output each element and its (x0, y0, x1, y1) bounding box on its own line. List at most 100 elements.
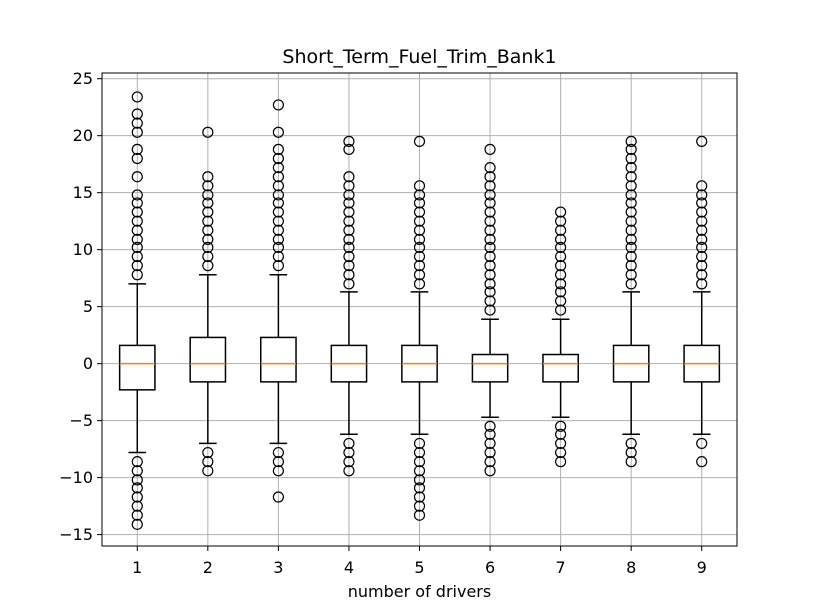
outlier-point (413, 491, 426, 503)
outlier-point (343, 250, 355, 263)
outlier-point (131, 500, 143, 512)
outlier-point (555, 304, 567, 316)
outlier-point (555, 286, 567, 298)
outlier-point (625, 197, 637, 209)
outlier-point (343, 446, 355, 459)
outlier-point (484, 295, 496, 307)
outlier-point (272, 250, 284, 263)
outlier-point (413, 456, 426, 468)
outlier-point (272, 465, 284, 477)
outlier-point (131, 491, 143, 503)
box-1 (118, 91, 156, 530)
outlier-point (696, 224, 708, 236)
outlier-point (413, 278, 426, 290)
outlier-point (555, 437, 567, 450)
outlier-point (343, 180, 355, 192)
outlier-point (484, 260, 496, 272)
outlier-point (413, 197, 426, 209)
outlier-point (555, 420, 567, 432)
outlier-point (484, 465, 496, 477)
outlier-point (131, 482, 143, 494)
outlier-point (413, 206, 426, 218)
outlier-point (131, 474, 143, 486)
box-2 (189, 126, 227, 477)
outlier-point (625, 233, 637, 246)
outlier-point (555, 278, 567, 290)
outlier-point (272, 152, 284, 165)
outlier-point (696, 250, 708, 263)
outlier-point (484, 180, 496, 192)
x-tick-label: 3 (273, 558, 283, 577)
outlier-point (625, 437, 637, 450)
outlier-point (484, 171, 496, 183)
outlier-point (555, 456, 567, 468)
x-tick-label: 9 (697, 558, 707, 577)
outlier-point (131, 143, 143, 155)
outlier-point (131, 233, 143, 246)
outlier-point (555, 428, 567, 440)
outlier-point (696, 260, 708, 272)
y-tick-label: −15 (59, 525, 93, 544)
x-tick-label: 4 (344, 558, 354, 577)
outlier-point (413, 482, 426, 494)
outlier-point (625, 456, 637, 468)
outlier-point (272, 197, 284, 209)
outlier-point (413, 215, 426, 227)
box-5 (401, 135, 438, 521)
y-tick-label: 20 (73, 126, 93, 145)
outlier-point (413, 500, 426, 512)
outlier-point (696, 197, 708, 209)
outlier-point (272, 126, 284, 138)
x-tick-label: 1 (132, 558, 142, 577)
outlier-point (343, 224, 355, 236)
y-tick-label: 5 (83, 297, 93, 316)
outlier-point (272, 446, 284, 459)
outlier-point (343, 206, 355, 218)
outlier-point (484, 437, 496, 450)
outlier-point (343, 171, 355, 183)
outlier-point (625, 135, 637, 147)
outlier-point (625, 241, 637, 253)
outlier-point (413, 446, 426, 459)
outlier-point (272, 143, 284, 155)
outlier-point (272, 491, 284, 503)
outlier-point (272, 260, 284, 272)
box-4 (330, 135, 368, 477)
outlier-point (625, 446, 637, 459)
outlier-point (484, 286, 496, 298)
outlier-point (484, 304, 496, 316)
outlier-point (202, 465, 214, 477)
iqr-box (260, 336, 297, 383)
outlier-point (696, 135, 708, 147)
outlier-point (131, 465, 143, 477)
outlier-point (131, 250, 143, 263)
outlier-point (484, 233, 496, 246)
outlier-point (202, 206, 214, 218)
outlier-point (555, 269, 567, 281)
outlier-point (202, 197, 214, 209)
outlier-point (202, 171, 214, 183)
outlier-point (343, 465, 355, 477)
outlier-point (131, 91, 143, 103)
outlier-point (272, 99, 284, 111)
outlier-point (202, 215, 214, 227)
outlier-point (625, 215, 637, 227)
outlier-point (131, 189, 143, 201)
outlier-point (625, 260, 637, 272)
outlier-point (131, 518, 143, 530)
box-6 (471, 143, 509, 477)
outlier-point (131, 117, 143, 129)
outlier-point (696, 269, 708, 281)
outlier-point (343, 437, 355, 450)
outlier-point (484, 420, 496, 432)
outlier-point (413, 509, 426, 521)
outlier-point (202, 126, 214, 138)
outlier-point (413, 437, 426, 450)
outlier-point (484, 215, 496, 227)
outlier-point (555, 260, 567, 272)
outlier-point (272, 162, 284, 174)
outlier-point (413, 189, 426, 201)
x-tick-label: 7 (556, 558, 566, 577)
outlier-point (484, 428, 496, 440)
